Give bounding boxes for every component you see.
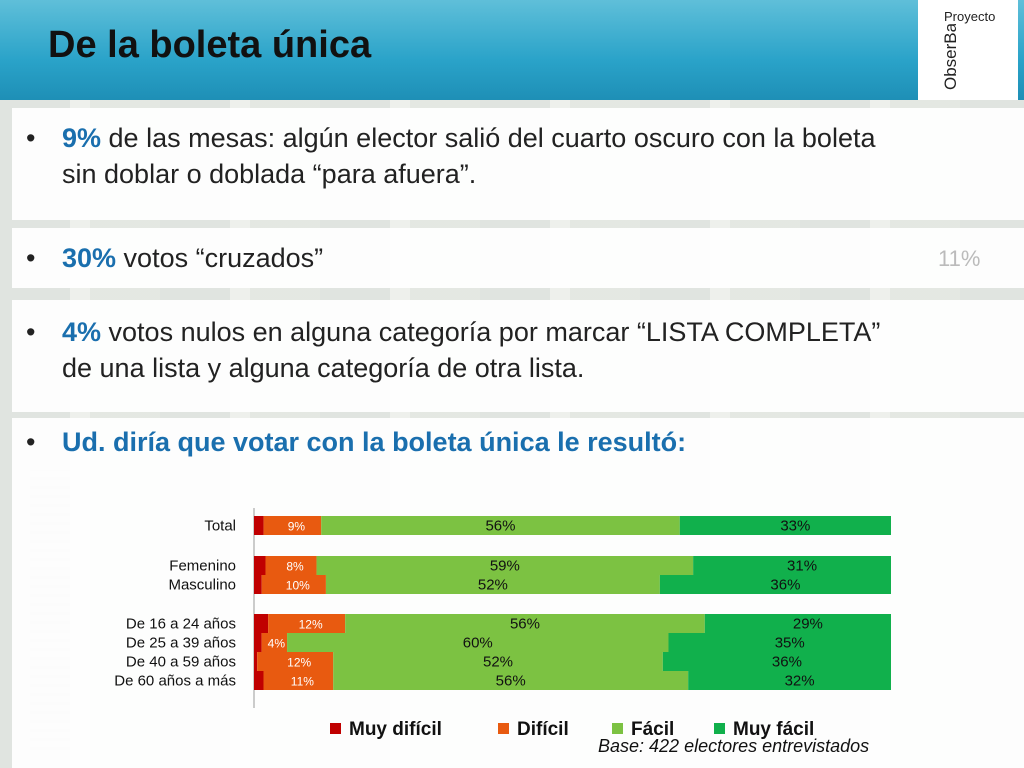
data-label: 9% [288,520,306,534]
data-label: 4% [268,637,286,651]
legend-entry: Difícil [517,719,569,740]
category-label: Femenino [169,558,236,575]
bullet-panel-1 [12,108,1024,220]
bullet-dot: • [26,123,36,153]
bar-segment [333,652,663,671]
category-label: Masculino [168,577,236,594]
bar-segment [345,614,705,633]
bullet-1-text: de las mesas: algún elector salió del cu… [101,123,876,153]
bar-segment [254,633,262,652]
bullet-3-text: votos nulos en alguna categoría por marc… [101,317,881,347]
bullet-1-highlight: 9% [62,123,102,153]
bar-segment [321,516,680,535]
bullet-3-text2: de una lista y alguna categoría de otra … [62,353,585,383]
category-label: De 40 a 59 años [126,654,236,671]
bullet-3: 4% votos nulos en alguna categoría por m… [62,314,880,386]
data-label: 52% [478,577,508,594]
bar-segment [268,614,346,633]
legend-swatch [714,723,725,734]
data-label: 12% [287,656,311,670]
bar-segment [688,671,891,690]
bullet-dot: • [26,427,36,457]
data-label: 60% [463,635,493,652]
bullet-4-highlight: Ud. diría que votar con la boleta única … [62,427,687,457]
data-label: 8% [286,560,304,574]
data-label: 36% [772,654,802,671]
logo: Proyecto ObserBar [918,0,1018,100]
data-label: 35% [775,635,805,652]
bullet-1-text2: sin doblar o doblada “para afuera”. [62,159,477,189]
category-label: Total [204,518,236,535]
legend-entry: Muy fácil [733,719,814,740]
data-label: 11% [291,675,314,689]
legend-swatch [498,723,509,734]
stacked-bar-chart: Total 9% 56% 33% Femenino 8% 59% 31% Masculino 10… [114,508,891,740]
category-label: De 60 años a más [114,673,236,690]
bullet-2-text: votos “cruzados” [116,243,324,273]
bar-segment [316,556,694,575]
data-label: 10% [286,579,310,593]
base-note: Base: 422 electores entrevistados [598,736,870,756]
bar-segment [263,671,334,690]
bullet-2-highlight: 30% [62,243,117,273]
bar-segment [693,556,891,575]
bar-segment [659,575,891,594]
header-bar: De la boleta única Proyecto ObserBar [0,0,1024,100]
legend-swatch [330,723,341,734]
logo-mark: ObserBar [942,24,960,90]
category-label: De 25 a 39 años [126,635,236,652]
bullet-panel-3 [12,300,1024,412]
bar-segment [679,516,891,535]
bar-segment [254,575,262,594]
bar-segment [325,575,660,594]
bar-segment [261,575,326,594]
logo-top-text: Proyecto [944,9,996,24]
data-label: 52% [483,654,513,671]
bar-segment [287,633,669,652]
bullet-1: 9% de las mesas: algún elector salió del… [62,120,875,192]
data-label: 36% [770,577,800,594]
bar-segment [254,652,258,671]
bar-segment [254,671,264,690]
bar-segment [265,556,317,575]
bar-segment [254,516,264,535]
page-title: De la boleta única [48,24,372,66]
legend-entry: Muy difícil [349,719,442,740]
category-label: De 16 a 24 años [126,616,236,633]
bullet-2: 30% votos “cruzados” [62,240,323,276]
bar-segment [662,652,891,671]
bar-segment [333,671,689,690]
bar-segment [257,652,334,671]
bar-segment [668,633,891,652]
data-label: 59% [490,558,520,575]
legend-swatch [612,723,623,734]
bar-segment [254,556,266,575]
data-label: 33% [780,518,810,535]
data-label: 56% [496,673,526,690]
data-label: 29% [793,616,823,633]
bullet-dot: • [26,243,36,273]
bar-segment [254,614,269,633]
data-label: 31% [787,558,817,575]
logo-main-text: ObserBar [942,24,960,90]
bullet-dot: • [26,317,36,347]
data-label: 32% [785,673,815,690]
legend-entry: Fácil [631,719,674,740]
data-label: 56% [510,616,540,633]
bar-segment [261,633,288,652]
ghost-text: 11% [938,246,981,271]
bar-segment [263,516,322,535]
bullet-4: Ud. diría que votar con la boleta única … [62,424,686,460]
bullet-3-highlight: 4% [62,317,102,347]
bar-segment [704,614,891,633]
data-label: 56% [485,518,515,535]
data-label: 12% [299,618,323,632]
bullet-panel-2 [12,228,1024,288]
